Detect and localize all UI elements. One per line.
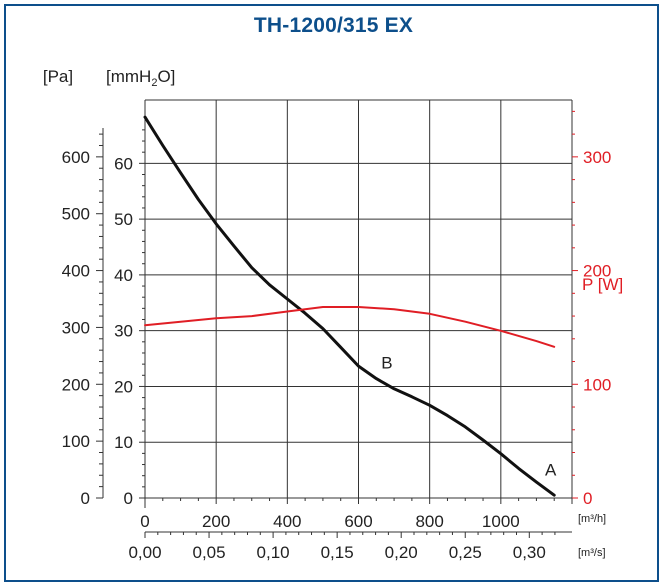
mm-tick-label: 10 (114, 433, 133, 452)
ms-unit-label: [m³/s] (578, 547, 606, 559)
pa-tick-label: 300 (62, 318, 90, 337)
w-tick-label: 100 (583, 375, 611, 394)
pa-tick-label: 500 (62, 205, 90, 224)
m3h-tick-label: 200 (202, 512, 230, 531)
pressure-curve (143, 115, 556, 497)
mm-tick-label: 0 (124, 489, 133, 508)
pa-tick-label: 600 (62, 148, 90, 167)
axes (96, 100, 578, 538)
m3h-tick-label: 600 (344, 512, 372, 531)
w-axis-label: P [W] (582, 275, 623, 294)
pa-tick-label: 200 (62, 375, 90, 394)
ms-tick-label: 0,00 (128, 543, 161, 562)
w-tick-label: 300 (583, 148, 611, 167)
mm-tick-label: 50 (114, 210, 133, 229)
curve-point-label: A (545, 460, 557, 479)
mm-tick-label: 60 (114, 154, 133, 173)
power-curve (144, 306, 556, 348)
pa-tick-label: 0 (81, 489, 90, 508)
ms-tick-label: 0,20 (385, 543, 418, 562)
pa-tick-label: 100 (62, 432, 90, 451)
mm-tick-label: 40 (114, 266, 133, 285)
tick-labels: 0100200300400500600010203040506001002003… (62, 148, 612, 562)
pa-tick-label: 400 (62, 262, 90, 281)
grid (144, 99, 573, 499)
chart-title: TH-1200/315 EX (253, 14, 414, 37)
ms-tick-label: 0,10 (257, 543, 290, 562)
ms-tick-label: 0,15 (321, 543, 354, 562)
curve-point-label: B (381, 353, 392, 372)
axis-labels: [Pa] [mmH2O] P [W] (43, 67, 623, 294)
m3h-tick-label: 800 (415, 512, 443, 531)
m3h-unit-label: [m³/h] (578, 513, 606, 525)
ms-tick-label: 0,05 (193, 543, 226, 562)
ms-tick-label: 0,30 (513, 543, 546, 562)
m3h-tick-label: 400 (273, 512, 301, 531)
mm-tick-label: 30 (114, 322, 133, 341)
pa-axis-label: [Pa] (43, 67, 73, 86)
mm-tick-label: 20 (114, 377, 133, 396)
m3h-tick-label: 1000 (482, 512, 520, 531)
ms-tick-label: 0,25 (449, 543, 482, 562)
w-tick-label: 200 (583, 262, 611, 281)
w-tick-label: 0 (583, 489, 592, 508)
m3h-tick-label: 0 (140, 512, 149, 531)
series: AB (143, 115, 557, 497)
mm-axis-label: [mmH2O] (106, 67, 175, 89)
